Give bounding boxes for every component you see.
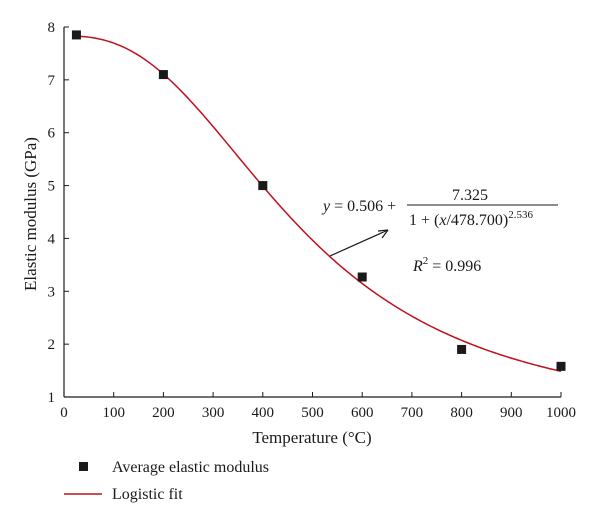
x-tick-label: 400 — [252, 405, 275, 421]
x-tick-label: 900 — [500, 405, 523, 421]
data-point — [556, 361, 566, 371]
annotation-arrowhead — [377, 229, 389, 239]
x-axis-title: Temperature (°C) — [252, 428, 371, 447]
x-tick-label: 0 — [60, 405, 68, 421]
y-tick-label: 3 — [48, 284, 56, 300]
legend-label-fit: Logistic fit — [112, 486, 183, 503]
x-tick-label: 700 — [401, 405, 424, 421]
equation-lhs: y = 0.506 + — [321, 198, 396, 215]
y-tick-label: 7 — [48, 73, 56, 89]
fit-equation: y = 0.506 + 7.325 1 + (x/478.700)2.536 R… — [321, 187, 558, 275]
legend: Average elastic modulus Logistic fit — [64, 459, 269, 503]
y-tick-label: 4 — [48, 231, 56, 247]
data-point — [158, 70, 168, 80]
data-point — [71, 30, 81, 40]
x-tick-label: 200 — [152, 405, 175, 421]
x-tick-label: 600 — [351, 405, 374, 421]
y-tick-label: 8 — [48, 20, 56, 36]
legend-label-markers: Average elastic modulus — [112, 459, 269, 476]
x-tick-label: 800 — [450, 405, 473, 421]
x-tick-label: 1000 — [546, 405, 576, 421]
y-tick-label: 1 — [48, 390, 56, 406]
plot-area — [71, 30, 566, 373]
equation-numerator: 7.325 — [452, 187, 488, 204]
x-tick-label: 500 — [301, 405, 324, 421]
r-squared: R2 = 0.996 — [412, 255, 481, 275]
equation-denominator: 1 + (x/478.700)2.536 — [409, 209, 534, 229]
data-point — [457, 344, 467, 354]
x-tick-label: 100 — [102, 405, 125, 421]
y-tick-label: 5 — [48, 179, 56, 195]
annotation-arrow — [329, 229, 389, 257]
data-point — [357, 272, 367, 282]
legend-marker-square — [79, 462, 88, 471]
y-axis-title: Elastic modulus (GPa) — [21, 137, 40, 291]
y-tick-label: 6 — [48, 126, 56, 142]
logistic-fit-line — [76, 35, 562, 373]
y-tick-label: 2 — [48, 337, 56, 353]
x-tick-label: 300 — [202, 405, 225, 421]
ticks: 0 100 200 300 400 500 600 700 800 900 1000 1 2 3 4 5 6 7 8 — [48, 20, 577, 421]
data-point — [258, 181, 268, 191]
